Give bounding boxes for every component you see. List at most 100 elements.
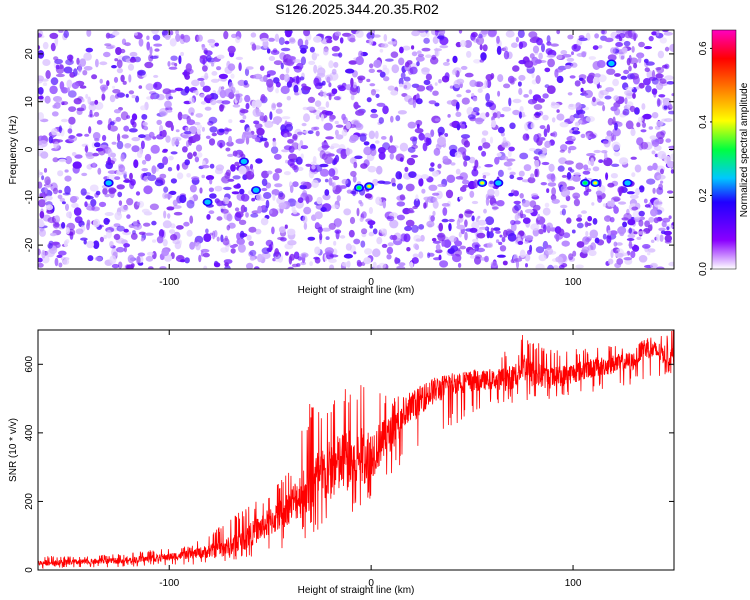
spectrogram-cell — [284, 224, 288, 229]
spectrogram-cell — [255, 193, 262, 201]
spectrogram-cell — [573, 172, 581, 176]
spectrogram-cell — [652, 187, 656, 194]
spectrogram-cell — [628, 65, 632, 72]
spectrogram-cell — [127, 254, 135, 264]
spectrogram-cell — [450, 245, 459, 252]
spectrogram-features — [103, 59, 633, 207]
spectrogram-cell — [519, 106, 524, 113]
spectrogram-cell — [439, 45, 449, 49]
spectrogram-cell — [237, 243, 246, 253]
spectrogram-cell — [235, 36, 241, 44]
spectrogram-cell — [180, 33, 185, 40]
spectrogram-cell — [432, 170, 439, 177]
spectrogram-cell — [505, 228, 513, 234]
spectrogram-cell — [209, 163, 215, 169]
spectrogram-cell — [638, 55, 642, 64]
spectrogram-cell — [559, 121, 569, 128]
spectrogram-cell — [426, 220, 435, 228]
spectrogram-cell — [518, 74, 526, 81]
spectrogram-cell — [303, 222, 308, 230]
spectrogram-cell — [582, 170, 591, 175]
spectrogram-cell — [58, 125, 63, 134]
spectrogram-cell — [445, 189, 454, 199]
spectrogram-cell — [360, 240, 366, 248]
spectrogram-cell — [611, 141, 621, 151]
spectrogram-cell — [551, 101, 556, 106]
spectrogram-cell — [389, 135, 393, 143]
spectrogram-cell — [595, 190, 603, 196]
spectrogram-cell — [58, 189, 63, 194]
spectrogram-cell — [544, 202, 550, 208]
spectrogram-cell — [209, 126, 218, 133]
spectrogram-cell — [105, 32, 111, 39]
spectrogram-cell — [581, 79, 586, 85]
spectrogram-cell — [658, 227, 666, 232]
spectrogram-cell — [262, 205, 266, 211]
spectrogram-cell — [373, 34, 381, 38]
spectrogram-cell — [442, 207, 448, 216]
spectrogram-cell — [358, 50, 364, 58]
spectrogram-cell — [625, 86, 634, 90]
spectrogram-cell — [468, 249, 475, 256]
spectrogram-cell — [137, 252, 146, 257]
spectrogram-cell — [415, 98, 423, 105]
spectrogram-cell — [47, 242, 53, 249]
spectrogram-cell — [370, 89, 377, 96]
spectrogram-cell — [386, 254, 392, 260]
spectrogram-cell — [287, 158, 295, 167]
spectrogram-cell — [492, 206, 499, 210]
spectrogram-cell — [140, 105, 147, 111]
spectrogram-cell — [305, 163, 312, 167]
spectrogram-cell — [571, 229, 576, 234]
spectrogram-cell — [432, 36, 439, 45]
spectrogram-cell — [416, 61, 420, 67]
spectrogram-cell — [264, 120, 274, 128]
spectrogram-cell — [116, 92, 126, 98]
spectrogram-cell — [184, 130, 192, 135]
spectrogram-cell — [200, 248, 210, 253]
spectrogram-cell — [391, 38, 395, 42]
spectrogram-cell — [512, 98, 522, 104]
spectrogram-cell — [659, 78, 667, 84]
spectrogram-cell — [324, 178, 329, 183]
spectrogram-cell — [173, 211, 183, 216]
spectrogram-cell — [172, 136, 182, 142]
spectrogram-cell — [653, 217, 659, 224]
spectrogram-cell — [200, 80, 205, 88]
spectrogram-cell — [151, 165, 157, 175]
spectrogram-cell — [543, 128, 548, 138]
spectrogram-cell — [273, 77, 280, 84]
spectrogram-cell — [649, 262, 658, 269]
spectrogram-cell — [204, 106, 212, 111]
spectrogram-cell — [399, 142, 409, 152]
spectrogram-cell — [38, 181, 43, 189]
spectrogram-cell — [220, 234, 224, 243]
spectrogram-cell — [598, 159, 604, 164]
spectrogram-cell — [450, 162, 456, 166]
spectrogram-cell — [387, 242, 394, 247]
spectrogram-cell — [260, 94, 266, 102]
spectrogram-cell — [586, 188, 592, 193]
spectrogram-cell — [560, 50, 568, 55]
spectrogram-cell — [592, 166, 600, 172]
spectrogram-cell — [375, 196, 382, 205]
spectrogram-cell — [205, 175, 215, 181]
spectrogram-cell — [496, 111, 502, 119]
spectrogram-cell — [38, 248, 41, 256]
spectrogram-cell — [418, 132, 425, 141]
spectrogram-cell — [261, 178, 268, 187]
colorbar-tick-label: 0.0 — [698, 262, 709, 276]
spectrogram-cell — [328, 82, 332, 88]
spectrogram-cell — [280, 47, 291, 52]
spectrogram-cell — [80, 188, 87, 196]
spectrogram-cell — [464, 219, 468, 228]
spectrogram-cell — [286, 95, 291, 101]
spectrogram-cell — [566, 186, 576, 191]
spectrogram-cell — [632, 92, 636, 99]
spectrogram-cell — [285, 67, 290, 74]
spectrogram-cell — [115, 47, 122, 55]
spectrogram-cell — [108, 187, 117, 195]
snr-x-tick-label: 100 — [565, 578, 582, 589]
spectrogram-cell — [66, 87, 70, 93]
spectrogram-cell — [335, 124, 344, 128]
